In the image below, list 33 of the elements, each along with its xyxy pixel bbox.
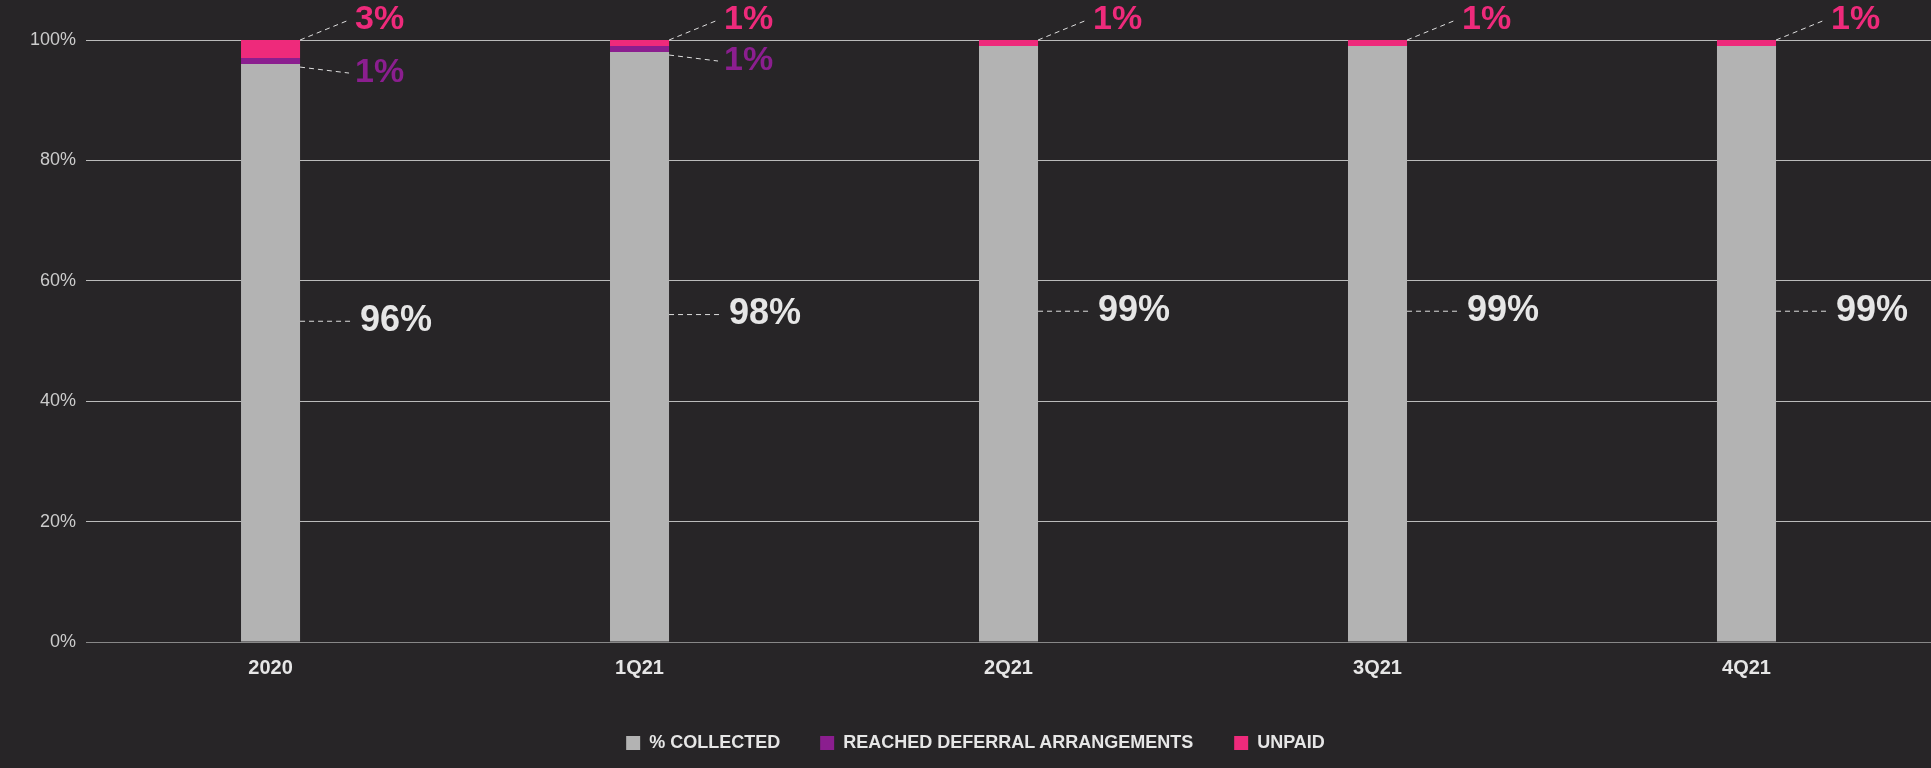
data-label: 1% — [1462, 0, 1512, 37]
x-tick-label: 4Q21 — [1722, 655, 1771, 678]
x-tick-label: 1Q21 — [615, 655, 664, 678]
bar — [241, 58, 301, 65]
x-tick-label: 3Q21 — [1353, 655, 1402, 678]
data-label: 99% — [1467, 288, 1540, 330]
x-tick-label: 2020 — [248, 655, 293, 678]
bar — [1347, 40, 1408, 47]
bar — [610, 46, 670, 53]
bar — [979, 40, 1039, 47]
data-label: 96% — [360, 298, 433, 340]
y-tick-label: 40% — [40, 390, 77, 411]
data-label: 99% — [1836, 288, 1909, 330]
bar — [610, 40, 670, 47]
y-tick-label: 20% — [40, 510, 77, 531]
y-tick-label: 0% — [50, 630, 77, 651]
data-label: 1% — [724, 39, 774, 78]
data-label: 1% — [1093, 0, 1143, 37]
legend-label: REACHED DEFERRAL ARRANGEMENTS — [843, 731, 1194, 752]
data-label: 99% — [1098, 288, 1171, 330]
x-tick-label: 2Q21 — [984, 655, 1033, 678]
data-label: 3% — [355, 0, 405, 37]
legend-label: UNPAID — [1257, 731, 1325, 752]
bar — [1716, 40, 1777, 47]
bar — [241, 40, 301, 59]
y-tick-label: 60% — [40, 269, 77, 290]
y-tick-label: 100% — [29, 28, 77, 49]
data-label: 1% — [724, 0, 774, 37]
data-label: 98% — [729, 291, 802, 333]
y-tick-label: 80% — [40, 149, 77, 170]
data-label: 1% — [1831, 0, 1881, 37]
legend-label: % COLLECTED — [649, 731, 781, 752]
data-label: 1% — [355, 51, 405, 90]
